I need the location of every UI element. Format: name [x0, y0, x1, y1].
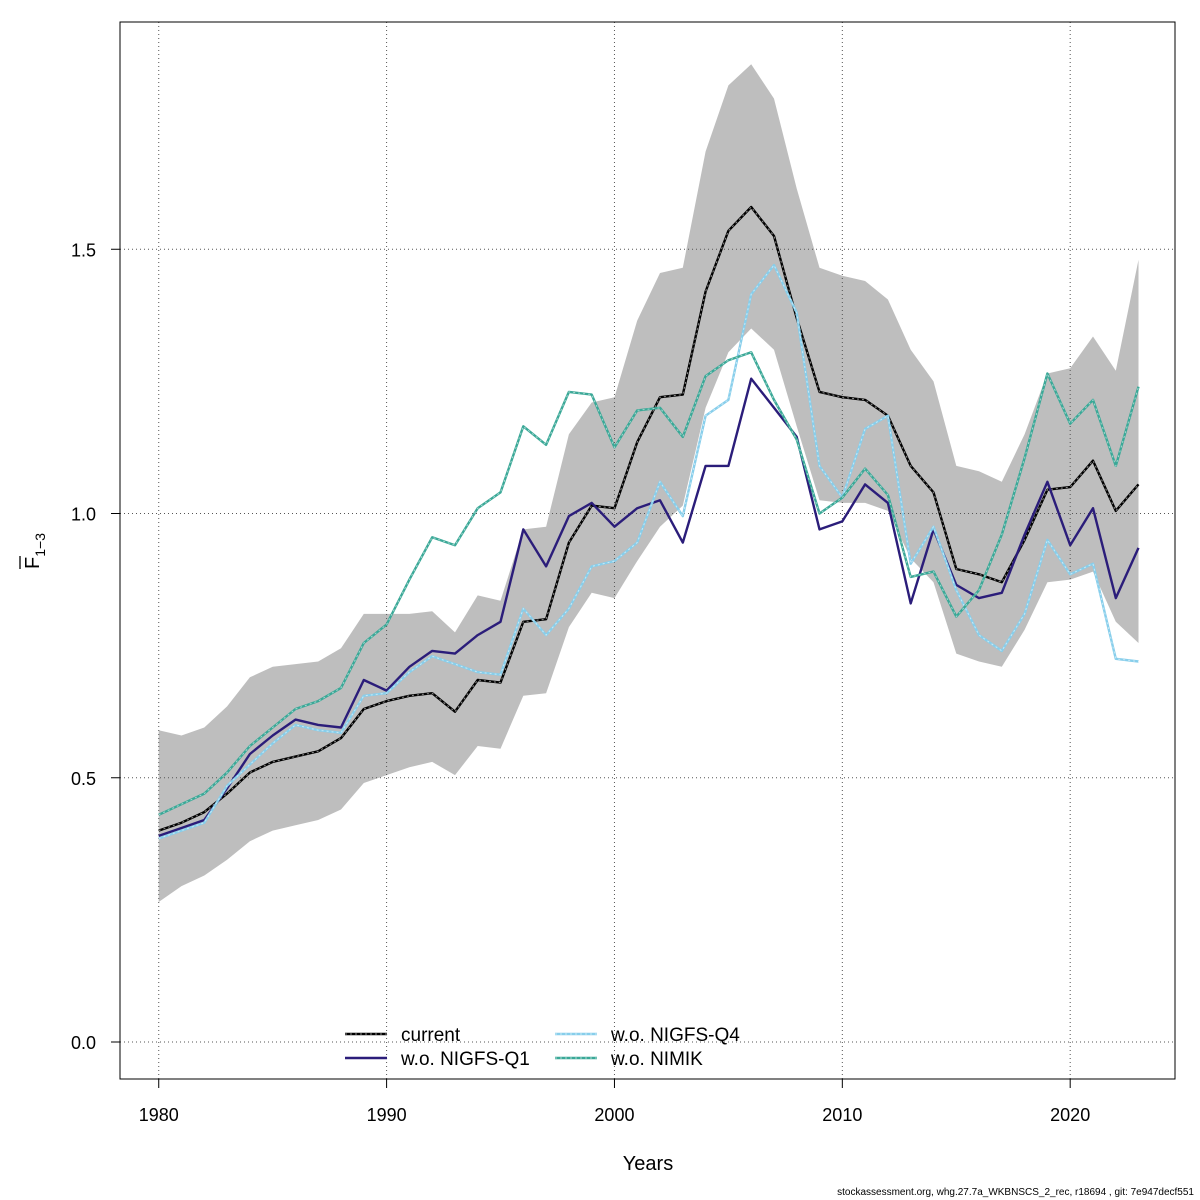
legend: current w.o. NIGFS-Q1 w.o. NIGFS-Q4 w.o. NI… — [345, 1025, 740, 1070]
svg-text:F1−3: F1−3 — [22, 533, 48, 569]
y-tick-label: 1.0 — [71, 505, 96, 525]
x-axis: 1980 1990 2000 2010 2020 — [139, 1078, 1090, 1125]
grid-layer — [120, 22, 1175, 1079]
legend-label-w-o-nimik: w.o. NIMIK — [610, 1049, 703, 1070]
confidence-band — [158, 64, 1139, 903]
legend-label-w-o-nigfs-q1: w.o. NIGFS-Q1 — [400, 1049, 530, 1070]
y-tick-label: 0.0 — [71, 1033, 96, 1053]
x-tick-label: 2010 — [822, 1105, 862, 1125]
series-dash-current — [158, 206, 1139, 832]
y-axis-title: F1−3 — [19, 533, 48, 569]
y-tick-label: 1.5 — [71, 240, 96, 260]
y-axis: 0.0 0.5 1.0 1.5 — [71, 240, 121, 1053]
x-axis-title: Years — [623, 1153, 673, 1175]
x-tick-label: 1990 — [367, 1105, 407, 1125]
y-axis-title-sub: 1−3 — [32, 533, 48, 557]
x-tick-label: 1980 — [139, 1105, 179, 1125]
series-layer — [158, 205, 1140, 840]
footer-source: stockassessment.org, whg.27.7a_WKBNSCS_2… — [837, 1187, 1194, 1198]
y-axis-title-main: F — [22, 557, 44, 569]
legend-label-w-o-nigfs-q4: w.o. NIGFS-Q4 — [610, 1025, 740, 1046]
y-tick-label: 0.5 — [71, 769, 96, 789]
x-tick-label: 2000 — [594, 1105, 634, 1125]
x-tick-label: 2020 — [1050, 1105, 1090, 1125]
series-dash-w-o-nigfs-q4 — [158, 264, 1139, 839]
series-dash-w-o-nimik — [158, 351, 1139, 816]
legend-label-current: current — [401, 1025, 461, 1046]
confidence-band-layer — [158, 64, 1139, 903]
